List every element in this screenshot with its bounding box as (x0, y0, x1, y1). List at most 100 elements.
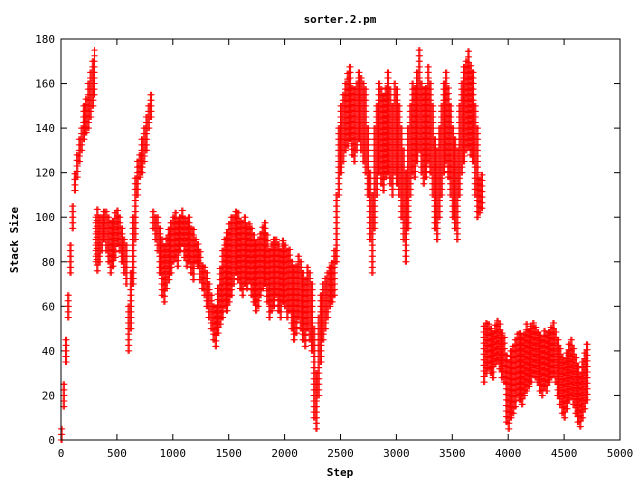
data-point (91, 86, 98, 93)
data-point (103, 208, 110, 215)
data-point (215, 330, 222, 337)
data-point (135, 180, 142, 187)
data-point (144, 147, 151, 154)
data-point (137, 174, 144, 181)
data-point (90, 102, 97, 109)
x-tick-label: 500 (107, 447, 127, 460)
data-point (148, 97, 155, 104)
data-point (166, 276, 173, 283)
data-point (506, 425, 513, 432)
data-point (258, 292, 265, 299)
data-point (77, 158, 84, 165)
data-point (72, 181, 79, 188)
data-point (164, 279, 171, 286)
y-tick-label: 160 (35, 78, 55, 91)
data-point (91, 47, 98, 54)
data-point (466, 48, 473, 55)
data-point (141, 152, 148, 159)
x-tick-label: 4500 (551, 447, 578, 460)
data-point (126, 342, 133, 349)
data-point (91, 69, 98, 76)
data-point (59, 431, 66, 438)
data-point (61, 386, 68, 393)
data-point (262, 219, 269, 226)
data-point (121, 236, 128, 243)
data-point (90, 97, 97, 104)
data-point (334, 203, 341, 210)
data-point (403, 242, 410, 249)
data-point (59, 425, 66, 432)
data-point (126, 347, 133, 354)
data-point (132, 236, 139, 243)
chart-title: sorter.2.pm (304, 13, 377, 26)
data-point (65, 297, 72, 304)
data-point (74, 162, 81, 169)
data-point (132, 203, 139, 210)
y-tick-label: 180 (35, 33, 55, 46)
data-point (159, 236, 166, 243)
data-point (434, 230, 441, 237)
data-point (68, 264, 75, 271)
data-point (186, 219, 193, 226)
data-point (70, 214, 77, 221)
data-point (316, 364, 323, 371)
data-point (336, 175, 343, 182)
data-point (182, 215, 189, 222)
data-point (231, 281, 238, 288)
y-tick-label: 20 (42, 389, 55, 402)
data-point (425, 74, 432, 81)
data-point (128, 303, 135, 310)
data-point (208, 297, 215, 304)
data-point (208, 292, 215, 299)
data-point (128, 286, 135, 293)
data-point (155, 214, 162, 221)
data-point (108, 269, 115, 276)
data-point (79, 147, 86, 154)
data-point (144, 141, 151, 148)
data-point (94, 267, 101, 274)
data-point (130, 269, 137, 276)
data-point (217, 321, 224, 328)
data-point (204, 275, 211, 282)
data-point (213, 337, 220, 344)
data-point (235, 209, 242, 216)
data-point (123, 247, 130, 254)
data-point (161, 293, 168, 300)
data-point (61, 381, 68, 388)
data-point (191, 265, 198, 272)
data-point (65, 292, 72, 299)
data-point (83, 129, 90, 136)
data-point (63, 359, 70, 366)
data-point (146, 125, 153, 132)
data-point (191, 226, 198, 233)
data-point (197, 248, 204, 255)
data-point (128, 292, 135, 299)
data-point (264, 232, 271, 239)
data-point (443, 74, 450, 81)
x-tick-label: 1500 (215, 447, 242, 460)
data-point (168, 269, 175, 276)
data-point (132, 214, 139, 221)
data-point (91, 58, 98, 65)
data-point (278, 314, 285, 321)
data-point (202, 264, 209, 271)
data-point (392, 80, 399, 87)
data-point (296, 253, 303, 260)
data-point (91, 52, 98, 59)
data-point (197, 254, 204, 261)
data-point (204, 269, 211, 276)
x-tick-label: 4000 (495, 447, 522, 460)
data-point (369, 269, 376, 276)
data-point (416, 58, 423, 65)
x-axis-label: Step (327, 466, 354, 479)
data-point (139, 169, 146, 176)
data-point (336, 186, 343, 193)
data-point (264, 243, 271, 250)
data-point (63, 347, 70, 354)
data-point (112, 254, 119, 261)
data-point (81, 136, 88, 143)
data-point (253, 307, 260, 314)
data-point (74, 168, 81, 175)
